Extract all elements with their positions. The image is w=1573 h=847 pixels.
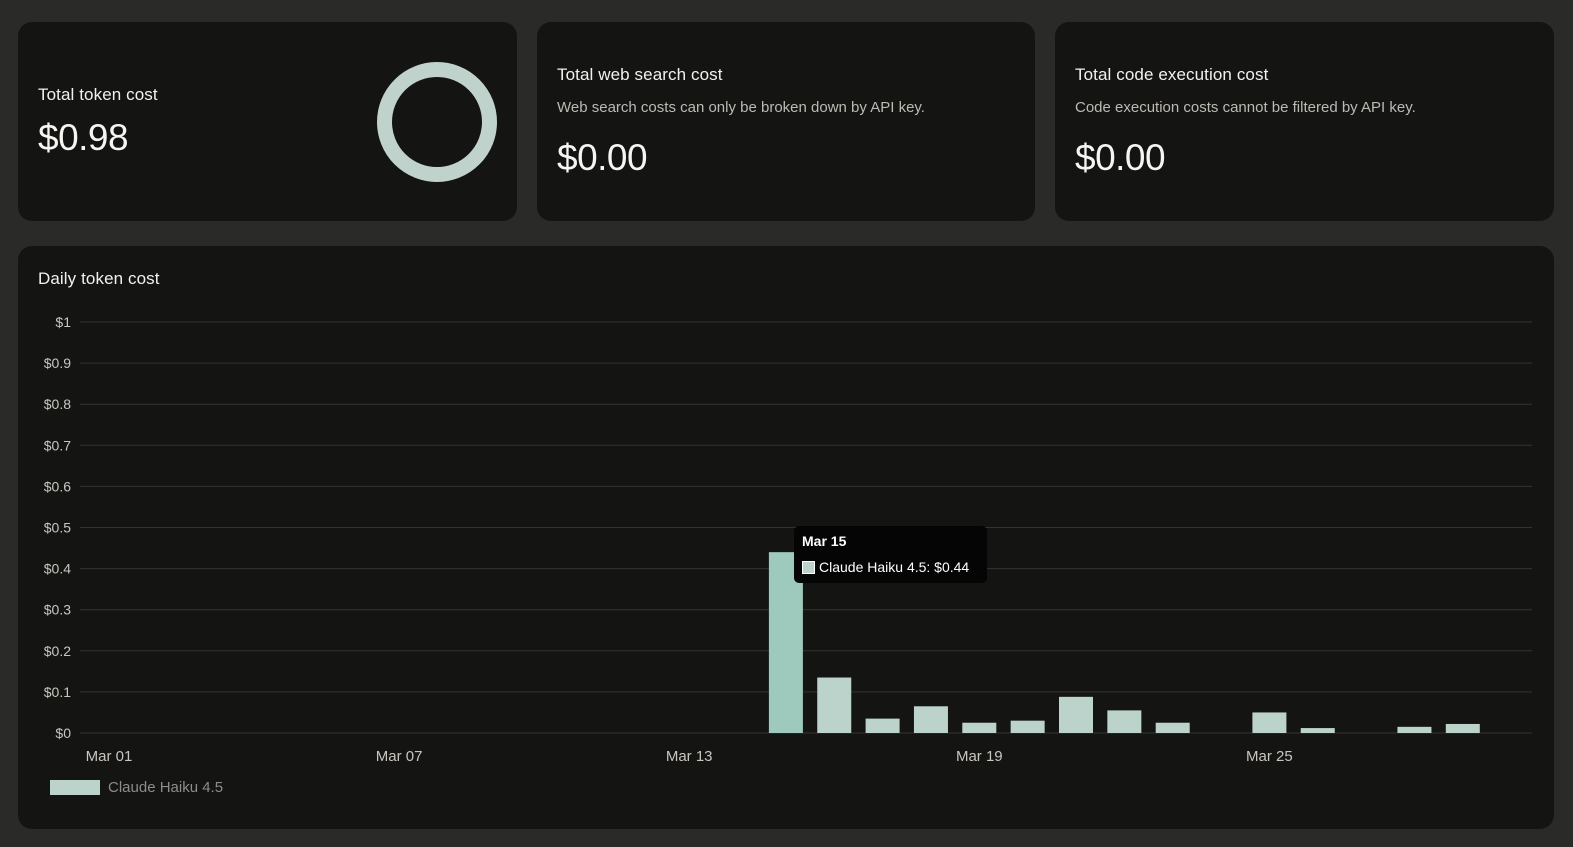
chart-bars <box>768 552 1480 733</box>
y-tick-label: $0.3 <box>44 602 71 618</box>
chart-bar[interactable] <box>817 677 852 733</box>
tooltip-value-label: Claude Haiku 4.5: $0.44 <box>819 559 970 575</box>
daily-token-cost-title: Daily token cost <box>38 269 160 288</box>
x-axis-ticks: Mar 01 Mar 07 Mar 13 Mar 19 Mar 25 <box>86 748 1293 765</box>
x-tick-label: Mar 01 <box>86 748 133 765</box>
legend-label[interactable]: Claude Haiku 4.5 <box>108 779 224 796</box>
y-tick-label: $0.2 <box>44 643 71 659</box>
y-tick-label: $0 <box>55 725 71 741</box>
code-execution-cost-note: Code execution costs cannot be filtered … <box>1075 99 1416 116</box>
code-execution-cost-title: Total code execution cost <box>1075 65 1269 84</box>
chart-bar[interactable] <box>1059 696 1093 733</box>
daily-token-cost-card: Daily token cost $0 $0.1 $0.2 $0.3 $0.4 $0.5 $… <box>18 246 1554 829</box>
chart-tooltip: Mar 15 Claude Haiku 4.5: $0.44 <box>794 526 987 583</box>
chart-gridlines <box>80 321 1532 734</box>
total-token-cost-card: Total token cost $0.98 <box>18 22 517 221</box>
x-tick-label: Mar 19 <box>956 748 1003 765</box>
legend-color-swatch[interactable] <box>50 780 100 795</box>
web-search-cost-note: Web search costs can only be broken down… <box>557 99 925 116</box>
total-code-execution-cost-card: Total code execution cost Code execution… <box>1055 22 1554 221</box>
y-tick-label: $0.9 <box>44 355 71 371</box>
donut-ring[interactable] <box>377 62 497 182</box>
tooltip-date: Mar 15 <box>802 533 847 549</box>
chart-bar[interactable] <box>865 718 900 733</box>
chart-bar[interactable] <box>1252 712 1287 733</box>
daily-token-cost-bar-chart: $0 $0.1 $0.2 $0.3 $0.4 $0.5 $0.6 $0.7 $0.8 $0.9 $1… <box>44 314 1532 765</box>
web-search-cost-title: Total web search cost <box>557 65 723 84</box>
chart-bar[interactable] <box>1300 728 1335 733</box>
y-tick-label: $0.6 <box>44 478 71 494</box>
y-tick-label: $1 <box>55 314 71 330</box>
chart-bar[interactable] <box>1397 726 1432 733</box>
x-tick-label: Mar 25 <box>1246 748 1293 765</box>
chart-bar[interactable] <box>913 706 948 733</box>
y-tick-label: $0.8 <box>44 396 71 412</box>
tooltip-color-swatch <box>802 560 815 574</box>
y-axis-ticks: $0 $0.1 $0.2 $0.3 $0.4 $0.5 $0.6 $0.7 $0.8 $0.9 $1 <box>44 314 71 741</box>
chart-bar[interactable] <box>1445 723 1480 733</box>
chart-bar[interactable] <box>1155 722 1190 733</box>
chart-bar[interactable] <box>962 722 997 733</box>
web-search-cost-value: $0.00 <box>557 137 648 178</box>
y-tick-label: $0.7 <box>44 437 71 453</box>
total-token-cost-title: Total token cost <box>38 85 158 104</box>
y-tick-label: $0.1 <box>44 684 71 700</box>
x-tick-label: Mar 07 <box>376 748 423 765</box>
y-tick-label: $0.5 <box>44 520 71 536</box>
y-tick-label: $0.4 <box>44 561 71 577</box>
chart-legend[interactable]: Claude Haiku 4.5 <box>50 779 223 796</box>
tooltip-row: Claude Haiku 4.5: $0.44 <box>802 559 979 575</box>
x-tick-label: Mar 13 <box>666 748 713 765</box>
token-cost-donut-chart[interactable] <box>376 61 498 183</box>
total-web-search-cost-card: Total web search cost Web search costs c… <box>537 22 1035 221</box>
chart-bar[interactable] <box>1010 720 1045 733</box>
total-token-cost-value: $0.98 <box>38 117 129 158</box>
chart-bar[interactable] <box>1107 710 1142 733</box>
code-execution-cost-value: $0.00 <box>1075 137 1166 178</box>
